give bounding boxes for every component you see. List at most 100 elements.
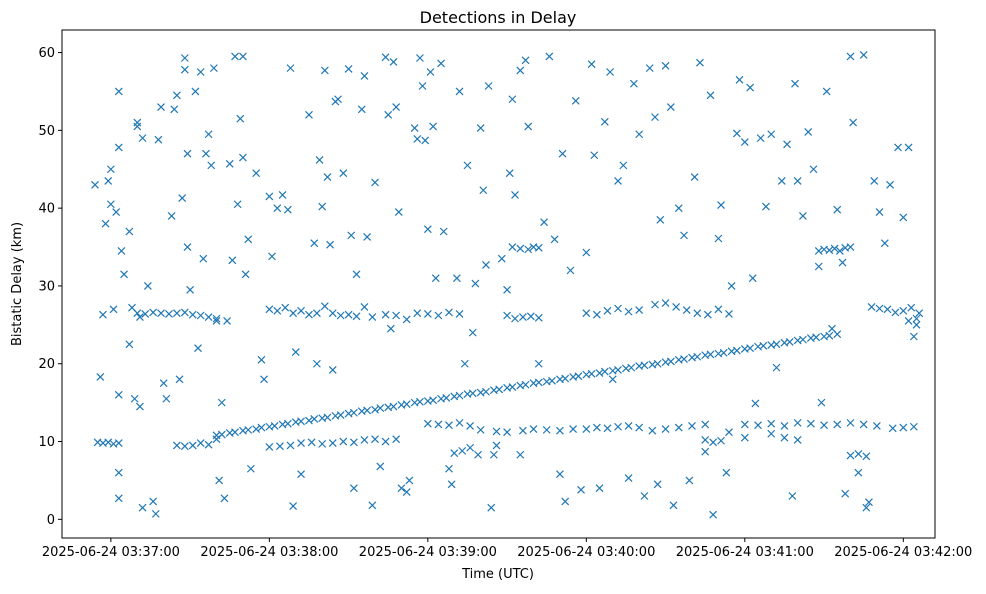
data-point [183,243,192,251]
data-point [212,314,221,323]
data-point [701,436,710,444]
data-point [133,122,142,131]
data-point [709,510,718,519]
data-point [429,122,438,131]
data-point [209,64,218,73]
data-point [273,204,282,213]
data-point [344,64,353,73]
data-point [690,173,699,181]
data-point [519,426,527,435]
data-point [196,68,205,76]
x-tick-label: 2025-06-24 03:39:00 [359,545,497,560]
data-point [519,313,527,321]
data-point [183,149,192,158]
data-point [534,359,543,368]
data-point [904,317,913,325]
data-point [289,309,298,318]
data-point [172,91,181,100]
data-point [225,159,234,168]
data-point [318,439,327,448]
data-point [257,423,266,432]
data-point [165,310,173,318]
data-point [793,176,802,185]
data-point [246,464,255,473]
data-point [746,344,755,353]
data-point [328,366,337,374]
data-point [603,306,612,315]
data-point [268,252,276,261]
data-point [516,66,525,75]
data-point [252,425,261,434]
data-point [812,333,821,342]
data-point [471,279,480,288]
data-point [561,497,570,506]
data-point [635,306,644,314]
data-point [423,419,432,428]
data-point [693,352,702,361]
data-point [405,476,414,485]
data-point [91,180,99,189]
data-point [445,464,453,473]
data-point [114,468,123,477]
data-point [386,324,395,333]
data-point [120,270,128,279]
data-point [484,82,493,90]
chart-title: Detections in Delay [420,8,577,27]
data-point [397,484,406,493]
data-point [606,68,615,76]
data-point [402,488,411,497]
data-point [474,450,482,459]
data-point [838,258,847,267]
data-point [241,270,250,279]
data-point [204,440,213,449]
data-point [521,56,530,65]
data-point [352,312,361,321]
data-point [574,372,583,381]
data-point [550,235,559,244]
data-point [542,425,551,434]
data-point [706,91,715,100]
data-point [614,304,622,313]
data-point [725,428,733,437]
data-point [619,161,628,170]
data-point [640,361,649,370]
data-point [846,418,855,427]
data-point [196,439,205,448]
x-tick-label: 2025-06-24 03:37:00 [42,545,180,560]
data-point [297,417,305,426]
data-point [291,348,300,356]
data-point [180,54,189,62]
data-point [476,425,485,434]
data-point [772,340,781,349]
data-point [212,317,221,325]
data-point [384,110,393,119]
data-point [909,332,918,341]
data-point [516,244,525,253]
data-point [489,450,498,459]
data-point [492,441,501,450]
data-point [244,235,253,244]
data-point [809,165,818,174]
data-point [349,484,358,493]
data-point [423,310,432,318]
data-point [297,306,305,315]
data-point [505,169,514,178]
data-point [170,105,179,114]
data-point [455,87,464,96]
data-point [381,53,390,62]
data-point [614,176,622,185]
data-point [376,462,385,471]
data-point [595,369,604,377]
data-point [360,436,369,444]
data-point [172,441,181,450]
data-point [223,317,232,325]
data-point [167,212,176,220]
data-point [693,309,702,318]
data-point [624,422,633,430]
data-point [368,313,377,321]
data-point [701,420,710,429]
data-point [371,405,379,414]
data-point [138,503,147,512]
data-point [114,494,123,503]
data-point [476,124,485,132]
